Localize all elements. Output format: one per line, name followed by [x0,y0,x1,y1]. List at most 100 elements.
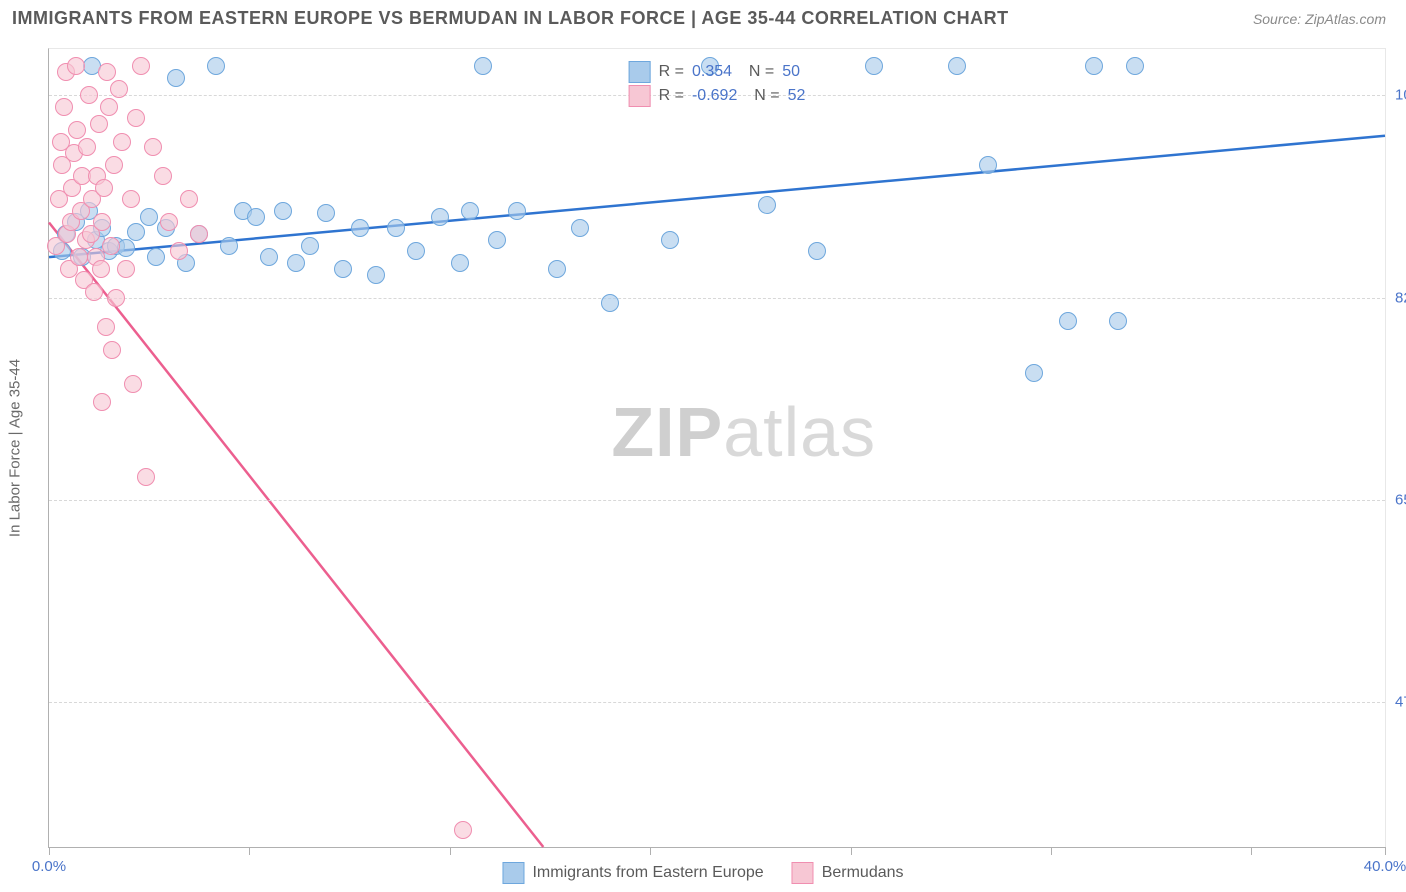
legend-r-label: R = [659,87,684,105]
data-point [601,294,619,312]
x-tick [1385,847,1386,855]
data-point [105,156,123,174]
data-point [431,208,449,226]
gridline [49,702,1385,703]
data-point [865,57,883,75]
data-point [117,239,135,257]
legend-swatch [792,862,814,884]
data-point [95,179,113,197]
data-point [207,57,225,75]
correlation-legend: R = 0.354 N = 50 R = -0.692 N = 52 [621,55,814,113]
legend-n-value: 52 [788,87,806,105]
data-point [1025,364,1043,382]
data-point [93,393,111,411]
data-point [387,219,405,237]
data-point [301,237,319,255]
data-point [351,219,369,237]
data-point [1109,312,1127,330]
y-tick-label: 65.0% [1395,492,1406,509]
legend-swatch [502,862,524,884]
data-point [80,86,98,104]
data-point [948,57,966,75]
legend-row: R = -0.692 N = 52 [629,85,806,107]
data-point [260,248,278,266]
data-point [367,266,385,284]
data-point [758,196,776,214]
x-tick [249,847,250,855]
x-tick [1051,847,1052,855]
series-legend: Immigrants from Eastern Europe Bermudans [502,862,903,884]
legend-r-value: 0.354 [692,63,732,81]
data-point [132,57,150,75]
data-point [190,225,208,243]
source-label: Source: ZipAtlas.com [1253,11,1386,27]
data-point [154,167,172,185]
data-point [461,202,479,220]
y-tick-label: 47.5% [1395,694,1406,711]
data-point [107,289,125,307]
legend-swatch [629,85,651,107]
y-axis-label: In Labor Force | Age 35-44 [7,359,24,537]
header: IMMIGRANTS FROM EASTERN EUROPE VS BERMUD… [0,0,1406,37]
data-point [1126,57,1144,75]
data-point [979,156,997,174]
data-point [661,231,679,249]
x-tick-label: 0.0% [32,858,66,875]
data-point [334,260,352,278]
data-point [78,138,96,156]
data-point [454,821,472,839]
legend-n-label: N = [745,87,779,105]
y-tick-label: 82.5% [1395,289,1406,306]
data-point [127,223,145,241]
legend-n-value: 50 [782,63,800,81]
data-point [70,248,88,266]
data-point [67,57,85,75]
data-point [287,254,305,272]
data-point [124,375,142,393]
data-point [98,63,116,81]
data-point [1085,57,1103,75]
data-point [1059,312,1077,330]
legend-label: Immigrants from Eastern Europe [532,864,763,882]
data-point [317,204,335,222]
data-point [117,260,135,278]
data-point [85,283,103,301]
legend-swatch [629,61,651,83]
data-point [451,254,469,272]
x-tick [1251,847,1252,855]
gridline [49,500,1385,501]
legend-r-value: -0.692 [692,87,737,105]
trend-lines-layer [49,49,1385,847]
data-point [102,237,120,255]
legend-item: Immigrants from Eastern Europe [502,862,763,884]
data-point [55,98,73,116]
x-tick-label: 40.0% [1364,858,1406,875]
data-point [122,190,140,208]
data-point [571,219,589,237]
data-point [220,237,238,255]
data-point [548,260,566,278]
chart-title: IMMIGRANTS FROM EASTERN EUROPE VS BERMUD… [12,8,1009,29]
data-point [140,208,158,226]
data-point [103,341,121,359]
data-point [90,115,108,133]
x-tick [650,847,651,855]
data-point [407,242,425,260]
data-point [274,202,292,220]
data-point [113,133,131,151]
data-point [110,80,128,98]
legend-n-label: N = [740,63,774,81]
data-point [93,213,111,231]
gridline [49,298,1385,299]
data-point [247,208,265,226]
data-point [137,468,155,486]
legend-label: Bermudans [822,864,904,882]
data-point [68,121,86,139]
x-tick [851,847,852,855]
data-point [144,138,162,156]
x-tick [450,847,451,855]
data-point [474,57,492,75]
data-point [160,213,178,231]
trend-line [49,222,543,847]
data-point [147,248,165,266]
